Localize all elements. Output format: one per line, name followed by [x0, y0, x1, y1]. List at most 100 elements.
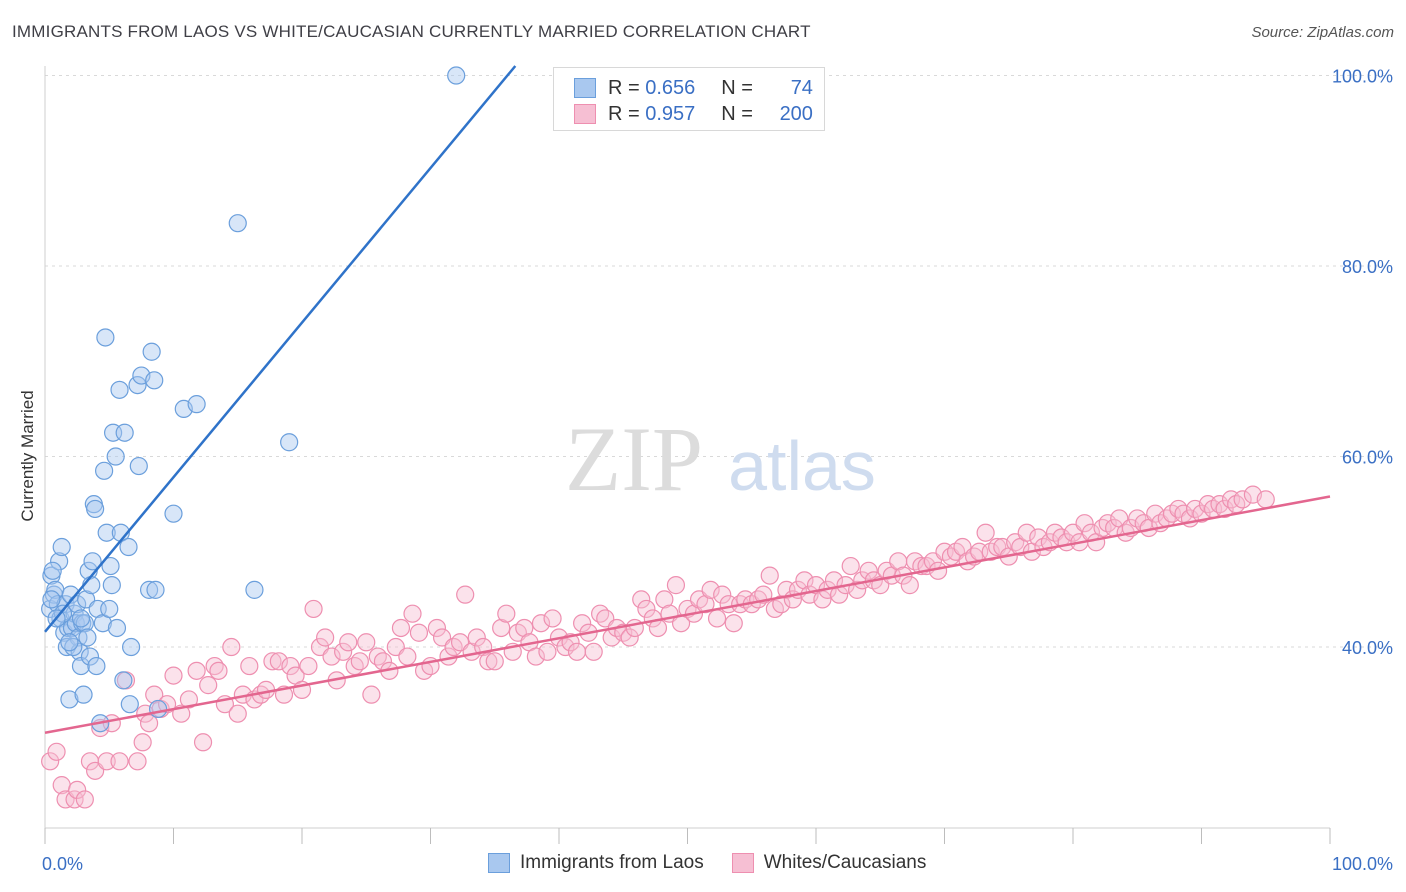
grid-lines: [45, 75, 1395, 648]
point-laos: [107, 618, 127, 638]
point-whites: [41, 752, 60, 771]
point-whites: [334, 642, 353, 661]
point-whites: [713, 585, 732, 604]
point-whites: [848, 580, 867, 599]
legend-n-label: N =: [721, 102, 753, 125]
point-laos: [187, 395, 206, 414]
legend-label-whites: Whites/Caucasians: [763, 852, 927, 873]
point-whites: [976, 523, 995, 542]
point-whites: [269, 652, 288, 671]
y-tick-label: 80.0%: [1342, 257, 1393, 277]
legend-item-whites: Whites/Caucasians: [731, 852, 927, 874]
point-whites: [281, 656, 300, 676]
point-laos: [115, 423, 134, 442]
point-laos: [146, 580, 165, 599]
point-whites: [841, 556, 860, 576]
y-tick-label: 100.0%: [1332, 67, 1393, 87]
point-whites: [1192, 504, 1211, 523]
point-laos: [83, 552, 102, 571]
watermark-atlas: atlas: [728, 427, 876, 505]
trend-lines: [44, 65, 1331, 734]
point-whites: [620, 628, 639, 647]
point-whites: [531, 614, 551, 633]
point-whites: [133, 733, 152, 752]
point-whites: [1215, 499, 1234, 519]
point-whites: [772, 595, 791, 614]
point-laos: [42, 590, 61, 609]
point-laos: [71, 609, 91, 628]
point-laos: [280, 433, 299, 452]
legend-label-laos: Immigrants from Laos: [520, 852, 704, 873]
series-legend: Immigrants from Laos Whites/Caucasians: [488, 852, 954, 874]
point-whites: [110, 752, 129, 771]
correlation-legend: R = 0.656 N = 74 R = 0.957 N = 200: [553, 67, 825, 131]
legend-r-label: R =: [608, 102, 640, 125]
point-laos: [87, 656, 106, 676]
point-laos: [164, 504, 183, 523]
point-whites: [128, 752, 147, 771]
legend-swatch-blue: [488, 853, 510, 873]
point-laos: [97, 523, 116, 542]
point-whites: [632, 590, 651, 609]
point-whites: [68, 780, 87, 800]
point-whites: [479, 652, 498, 671]
point-laos: [447, 66, 466, 85]
point-laos: [128, 375, 147, 395]
legend-swatch-blue: [574, 78, 596, 98]
point-laos: [78, 628, 97, 647]
point-whites: [584, 642, 603, 661]
legend-r-value: 0.957: [645, 102, 696, 125]
point-whites: [492, 618, 511, 638]
y-tick-label: 40.0%: [1342, 638, 1393, 658]
point-whites: [1233, 490, 1252, 509]
point-whites: [1075, 514, 1094, 533]
series-whites-points: [41, 485, 1275, 809]
tick-labels: 40.0% 60.0% 80.0% 100.0% 0.0% 100.0%: [42, 67, 1393, 874]
point-whites: [299, 656, 318, 676]
point-whites: [339, 633, 358, 652]
point-whites: [1029, 528, 1048, 547]
point-laos: [52, 537, 71, 557]
legend-n-value: 200: [779, 102, 813, 125]
point-laos: [145, 371, 164, 390]
point-laos: [129, 456, 148, 476]
point-whites: [543, 609, 562, 628]
point-laos: [43, 561, 62, 580]
point-whites: [497, 604, 516, 623]
point-whites: [637, 599, 656, 619]
point-whites: [900, 576, 919, 595]
point-laos: [80, 647, 100, 666]
point-whites: [1017, 523, 1036, 542]
point-whites: [760, 566, 779, 585]
point-laos: [100, 599, 119, 619]
point-laos: [101, 556, 120, 576]
point-whites: [398, 647, 417, 666]
point-whites: [403, 604, 422, 623]
point-whites: [467, 628, 486, 647]
watermark: ZIP atlas: [565, 408, 876, 510]
point-laos: [50, 552, 69, 571]
point-whites: [222, 637, 241, 657]
legend-item-laos: Immigrants from Laos: [488, 852, 704, 874]
point-whites: [322, 647, 341, 666]
source-credit: Source: ZipAtlas.com: [1251, 24, 1394, 41]
legend-r-value: 0.656: [645, 76, 696, 99]
point-whites: [199, 676, 218, 695]
legend-row-whites: R = 0.957 N = 200: [574, 102, 813, 126]
point-laos: [95, 461, 114, 480]
point-whites: [409, 623, 429, 642]
point-laos: [119, 537, 138, 557]
legend-swatch-pink: [731, 853, 754, 873]
point-laos: [106, 447, 125, 466]
legend-r-label: R =: [608, 76, 640, 99]
point-whites: [427, 618, 447, 638]
point-whites: [179, 690, 199, 709]
point-whites: [485, 652, 504, 671]
point-whites: [75, 790, 94, 809]
point-whites: [228, 704, 247, 723]
trend-line-whites: [44, 495, 1331, 734]
point-whites: [391, 618, 411, 638]
point-whites: [263, 652, 282, 671]
point-laos: [60, 690, 79, 709]
legend-n-value: 74: [790, 76, 813, 99]
